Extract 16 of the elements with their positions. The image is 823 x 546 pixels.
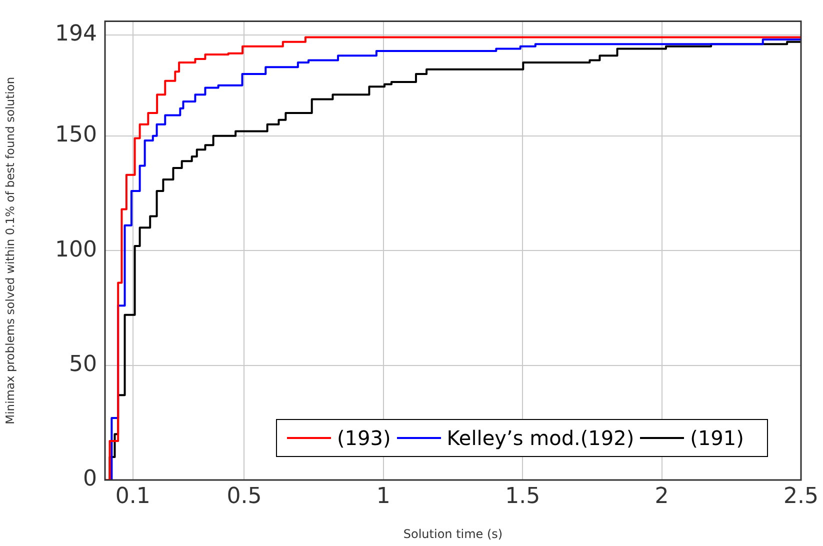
- x-tick-label: 2: [654, 484, 669, 509]
- legend-label: (193): [337, 426, 391, 450]
- x-axis-title: Solution time (s): [403, 526, 503, 541]
- x-tick-label: 2.5: [784, 484, 818, 509]
- y-tick-label: 0: [83, 466, 97, 492]
- x-tick-label: 0.5: [226, 484, 262, 509]
- y-tick-label: 194: [55, 22, 97, 47]
- y-axis-title: Minimax problems solved within 0.1% of best found solution: [2, 76, 17, 424]
- y-tick-label: 150: [55, 122, 97, 148]
- x-tick-label: 0.1: [115, 484, 150, 509]
- legend-label: (191): [690, 426, 744, 450]
- y-tick-label: 50: [69, 352, 97, 378]
- y-tick-label: 100: [55, 237, 97, 262]
- legend-label: Kelley’s mod.(192): [446, 426, 634, 450]
- x-tick-label: 1: [376, 484, 390, 509]
- x-tick-label: 1.5: [505, 484, 540, 509]
